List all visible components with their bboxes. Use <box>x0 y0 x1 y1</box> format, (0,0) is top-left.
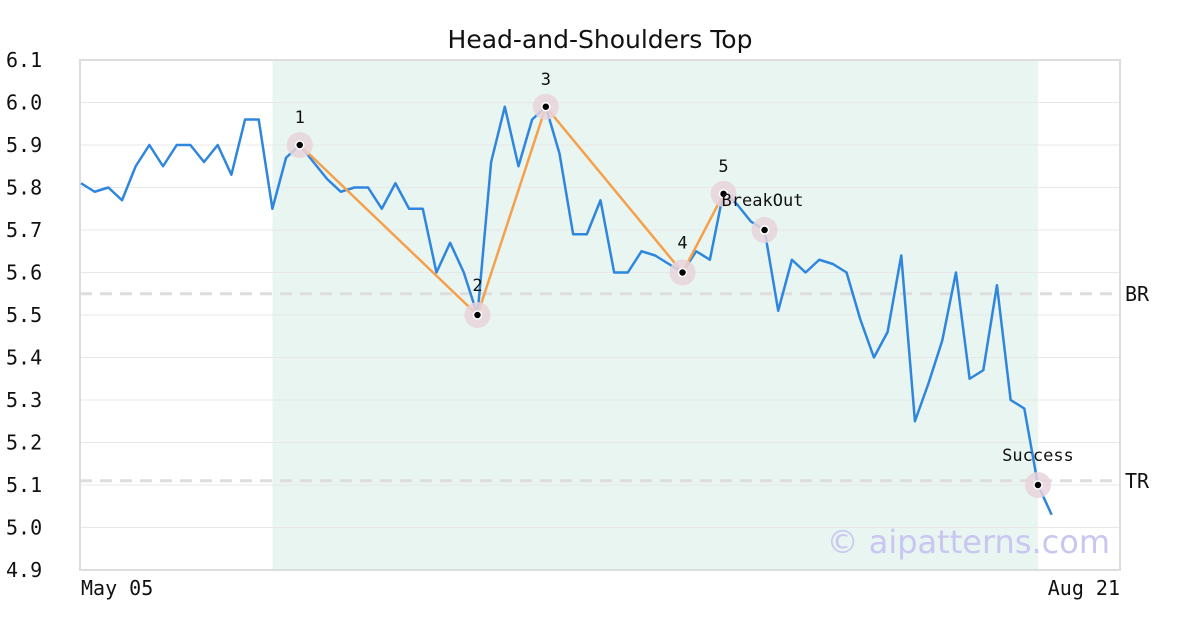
event-label-success: Success <box>1002 446 1074 466</box>
pattern-point-dot <box>541 102 551 112</box>
y-tick-label: 5.8 <box>6 176 42 200</box>
event-point-dot <box>1033 480 1043 490</box>
x-tick-label: Aug 21 <box>1048 576 1120 600</box>
watermark: © aipatterns.com <box>827 523 1110 561</box>
y-tick-label: 5.3 <box>6 388 42 412</box>
price-series-line <box>80 105 1053 516</box>
pattern-point-label: 2 <box>472 276 482 296</box>
y-tick-label: 5.4 <box>6 346 42 370</box>
pattern-point-label: 5 <box>718 157 728 177</box>
y-tick-label: 5.1 <box>6 473 42 497</box>
y-tick-label: 5.6 <box>6 261 42 285</box>
level-label: TR <box>1125 469 1150 493</box>
x-tick-label: May 05 <box>81 576 153 600</box>
event-point-dot <box>759 225 770 235</box>
y-tick-label: 5.2 <box>6 431 42 455</box>
plot-frame <box>79 59 1121 571</box>
pattern-point-dot <box>718 189 729 199</box>
pattern-point-label: 1 <box>295 108 305 128</box>
y-tick-label: 5.0 <box>6 516 42 540</box>
y-axis: 6.1 6.0 5.9 5.8 5.7 5.6 5.5 5.4 5.3 5.2 5.1 5.0 4.9 <box>6 48 42 582</box>
y-tick-label: 5.5 <box>6 303 42 327</box>
y-tick-label: 4.9 <box>6 558 42 582</box>
pattern-point-label: 3 <box>541 70 551 90</box>
pattern-point-dot <box>472 310 483 320</box>
y-tick-label: 5.7 <box>6 218 42 242</box>
pattern-point-dot <box>677 267 688 278</box>
pattern-point-label: 4 <box>677 234 687 254</box>
y-tick-label: 6.1 <box>6 48 42 72</box>
level-label: BR <box>1125 282 1150 306</box>
chart-title: Head-and-Shoulders Top <box>448 25 753 54</box>
event-label-breakout: BreakOut <box>722 191 804 211</box>
level-lines: BR TR <box>80 282 1150 493</box>
y-tick-label: 6.0 <box>6 91 42 115</box>
pattern-point-dot <box>294 140 305 150</box>
x-axis: May 05 Aug 21 <box>81 576 1120 600</box>
pattern-markers: 1 2 3 4 5 BreakOut Success <box>286 70 1074 498</box>
y-tick-label: 5.9 <box>6 133 42 157</box>
